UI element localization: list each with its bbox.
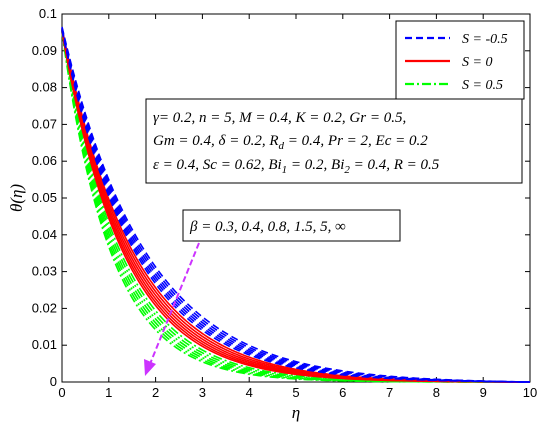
parameters-box-frame	[145, 98, 523, 184]
y-axis-label: θ(η)	[7, 184, 26, 212]
x-tick-label: 1	[105, 385, 112, 400]
x-tick-label: 4	[246, 385, 253, 400]
tick-labels: 0 1 2 3 4 5 6 7 8 9 10 0 0.01 0.02 0.03 0.04 0.05 0.06 0.0…	[32, 6, 538, 400]
x-axis-label: η	[292, 403, 300, 422]
x-tick-label: 7	[386, 385, 393, 400]
series-curve-s-pos-beta-4	[61, 31, 530, 383]
beta-annotation-text: β = 0.3, 0.4, 0.8, 1.5, 5, ∞	[189, 219, 346, 235]
parameters-line-1: γ= 0.2, n = 5, M = 0.4, K = 0.2, Gr = 0.…	[153, 110, 406, 126]
y-tick-label: 0.01	[32, 337, 57, 352]
series-curve-s-neg-beta-2	[61, 28, 531, 383]
parameters-line-2: Gm = 0.4, δ = 0.2, Rd = 0.4, Pr = 2, Ec …	[153, 133, 428, 152]
y-tick-label: 0.03	[32, 264, 57, 279]
beta-annotation: β = 0.3, 0.4, 0.8, 1.5, 5, ∞	[182, 209, 401, 242]
y-tick-label: 0.06	[32, 153, 57, 168]
y-tick-label: 0.09	[32, 43, 57, 58]
x-tick-label: 6	[339, 385, 346, 400]
y-tick-label: 0.02	[32, 300, 57, 315]
beta-trend-arrow	[144, 242, 200, 376]
parameters-line-3: ε = 0.4, Sc = 0.62, Bi1 = 0.2, Bi2 = 0.4…	[153, 157, 440, 176]
beta-arrow-head	[144, 359, 156, 376]
x-tick-label: 5	[292, 385, 299, 400]
x-tick-label: 10	[523, 385, 537, 400]
x-tick-label: 8	[433, 385, 440, 400]
x-tick-label: 3	[199, 385, 206, 400]
legend-label-s-neg: S = -0.5	[462, 32, 508, 47]
y-tick-label: 0.07	[32, 116, 57, 131]
parameters-box: γ= 0.2, n = 5, M = 0.4, K = 0.2, Gr = 0.…	[145, 98, 523, 184]
y-tick-label: 0	[50, 374, 57, 389]
y-tick-label: 0.08	[32, 80, 57, 95]
y-tick-label: 0.1	[39, 6, 57, 21]
legend: S = -0.5 S = 0 S = 0.5	[395, 20, 525, 100]
legend-label-s-zero: S = 0	[462, 55, 492, 70]
legend-label-s-pos: S = 0.5	[462, 78, 503, 93]
y-tick-label: 0.05	[32, 190, 57, 205]
x-tick-label: 0	[58, 385, 65, 400]
beta-arrow-shaft	[149, 242, 200, 365]
series-curve-s-neg-beta-1	[61, 27, 531, 383]
y-tick-label: 0.04	[32, 227, 57, 242]
x-tick-label: 2	[152, 385, 159, 400]
x-tick-label: 9	[480, 385, 487, 400]
beta-annotation-box	[182, 209, 401, 242]
series-layer	[61, 26, 531, 383]
series-curve-s-neg-beta-5	[61, 30, 531, 383]
